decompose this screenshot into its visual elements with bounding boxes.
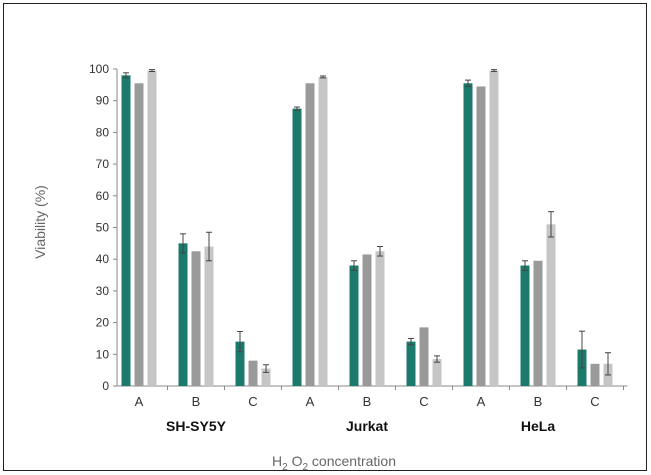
chart-frame: 0 10 20 30 40 50 60 70 80 90 100 A B C SH-SY5Y A B C Jurk… <box>3 3 647 472</box>
bar <box>318 76 328 387</box>
bar <box>463 83 473 386</box>
bar <box>235 341 245 386</box>
bar <box>419 327 429 386</box>
y-tick-label: 50 <box>96 221 110 235</box>
bar <box>191 251 201 386</box>
bar <box>476 86 486 386</box>
y-tick-label: 0 <box>102 379 109 393</box>
bar <box>375 251 385 386</box>
bar <box>362 254 372 386</box>
category-label: B <box>192 394 201 409</box>
bar <box>520 265 530 386</box>
category-label: A <box>477 394 486 409</box>
y-tick-label: 80 <box>96 125 110 139</box>
group-label: Jurkat <box>346 418 388 434</box>
y-tick-label: 100 <box>89 62 109 76</box>
bar <box>248 360 258 386</box>
bar <box>432 359 442 386</box>
bar <box>121 75 131 386</box>
category-label: C <box>248 394 257 409</box>
bar-chart: 0 10 20 30 40 50 60 70 80 90 100 A B C SH-SY5Y A B C Jurk… <box>32 62 628 472</box>
bar <box>546 224 556 386</box>
bar <box>178 243 188 386</box>
bar <box>590 363 600 386</box>
y-tick-label: 10 <box>96 347 110 361</box>
y-tick-label: 90 <box>96 94 110 108</box>
y-tick-label: 30 <box>96 284 110 298</box>
bar <box>292 108 302 386</box>
y-tick-label: 40 <box>96 252 110 266</box>
bar <box>349 265 359 386</box>
y-tick-label: 20 <box>96 316 110 330</box>
category-label: B <box>534 394 543 409</box>
category-label: C <box>590 394 599 409</box>
error-bars <box>123 69 611 376</box>
group-label: SH-SY5Y <box>166 418 227 434</box>
bar <box>489 70 499 387</box>
bar <box>406 341 416 386</box>
y-tick-label: 70 <box>96 157 110 171</box>
bar <box>147 70 157 387</box>
category-label: C <box>419 394 428 409</box>
bar <box>134 83 144 386</box>
bar <box>204 246 214 386</box>
category-label: A <box>135 394 144 409</box>
axes: 0 10 20 30 40 50 60 70 80 90 100 <box>89 62 628 393</box>
bar <box>533 260 543 386</box>
bar <box>305 83 315 386</box>
y-axis-label: Viability (%) <box>32 185 48 259</box>
y-tick-label: 60 <box>96 189 110 203</box>
bars <box>121 70 613 387</box>
axis-labels: A B C SH-SY5Y A B C Jurkat A B C HeLa <box>135 394 600 434</box>
group-label: HeLa <box>521 418 555 434</box>
category-label: B <box>363 394 372 409</box>
bar <box>261 368 271 386</box>
category-label: A <box>306 394 315 409</box>
x-axis-label: H2 O2 concentration <box>272 453 396 472</box>
